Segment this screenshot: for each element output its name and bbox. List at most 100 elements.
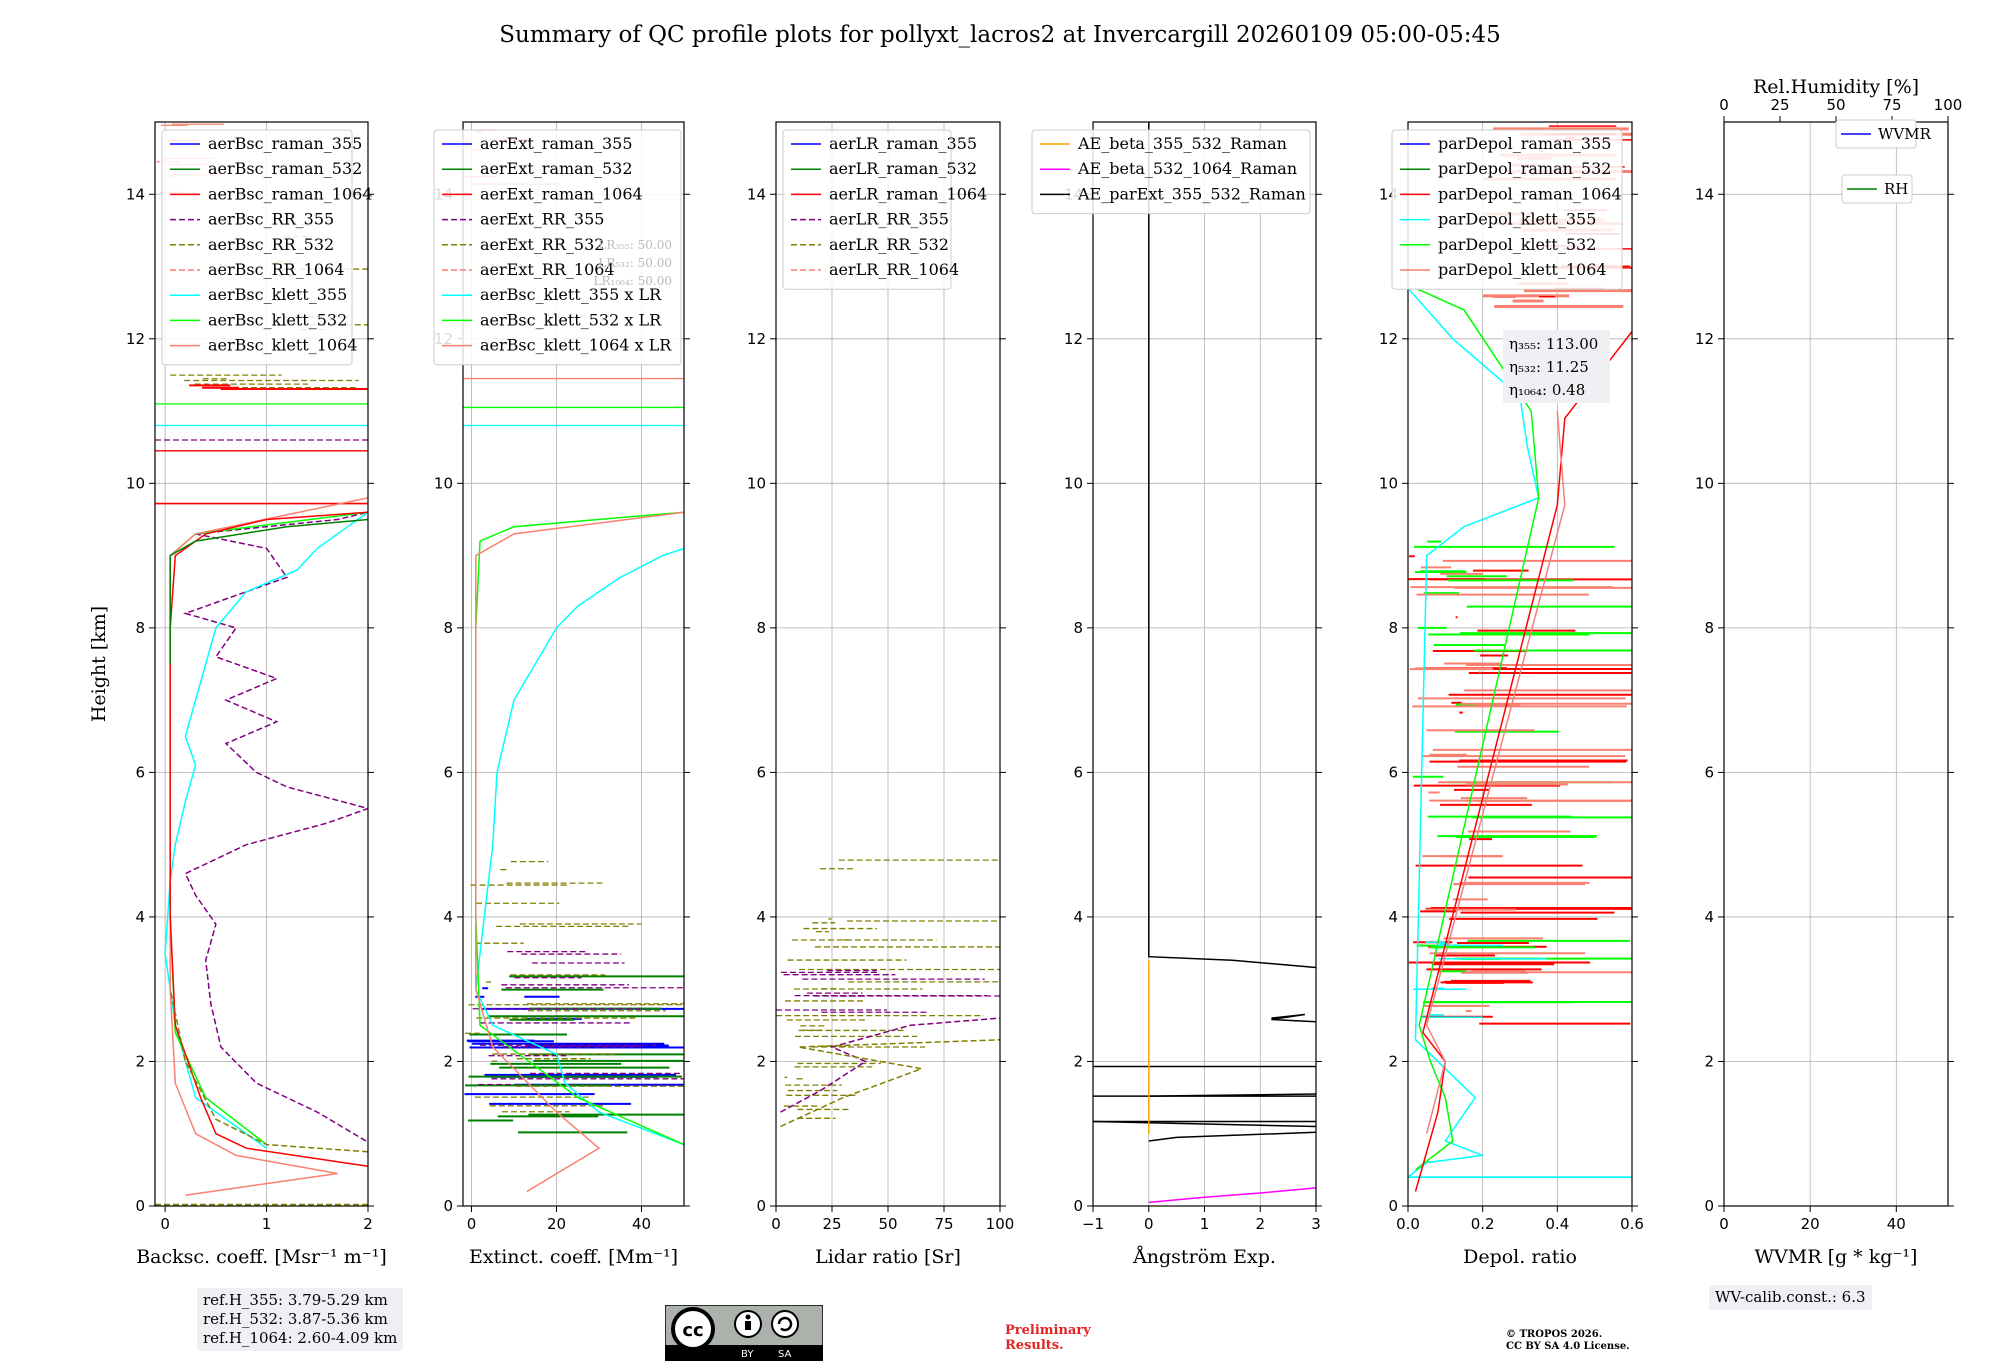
legend-label-aerLR_raman_532: aerLR_raman_532 — [829, 159, 977, 178]
tick-label-x-0: 0 — [160, 1215, 170, 1233]
tick-label-x-1: 25 — [822, 1215, 841, 1233]
series-parDepol_raman_1064 — [1414, 331, 1632, 1192]
legend-label-AE_beta_355_532_Raman: AE_beta_355_532_Raman — [1077, 134, 1287, 153]
ref-height-355: ref.H_355: 3.79-5.29 km — [203, 1291, 388, 1309]
lr-value-0: LR₃₅₅: 50.00 — [598, 238, 672, 252]
tick-label-x-0: 0 — [467, 1215, 477, 1233]
legend-ae: AE_beta_355_532_Raman AE_beta_532_1064_Ra… — [1031, 129, 1311, 215]
tick-label-y-0: 0 — [1388, 1197, 1398, 1215]
series-aerLR_RR_532 — [780, 1039, 1000, 1128]
axes-frame-bsc — [154, 121, 369, 1207]
eta-value-2: η₁₀₆₄: 0.48 — [1509, 381, 1585, 399]
tick-label-x-2: 40 — [632, 1215, 651, 1233]
tick-label-y-1: 2 — [756, 1052, 766, 1070]
x-axis-label-depol: Depol. ratio — [1463, 1246, 1577, 1268]
svg-text:BY: BY — [741, 1349, 754, 1360]
series-aerBsc_klett_532 — [169, 511, 368, 1146]
tick-label-y-3: 6 — [1704, 763, 1714, 781]
series-aerBsc_RR_532 — [169, 989, 368, 1153]
copyright-line-2: CC BY SA 4.0 License. — [1506, 1341, 1630, 1352]
tick-label-y-3: 6 — [443, 763, 453, 781]
legend-box — [433, 129, 682, 366]
legend-box — [1835, 119, 1917, 149]
tick-label-top-4: 100 — [1934, 96, 1963, 114]
series-AE_parExt_355_532_Raman — [1148, 122, 1316, 969]
legend-label-aerBsc_klett_532 x LR: aerBsc_klett_532 x LR — [480, 310, 662, 329]
tick-label-y-5: 10 — [434, 474, 453, 492]
legend-label-parDepol_raman_355: parDepol_raman_355 — [1438, 134, 1611, 153]
preliminary-line-2: Results. — [1005, 1338, 1064, 1353]
legend-label-aerBsc_raman_532: aerBsc_raman_532 — [208, 159, 362, 178]
series-parDepol_klett_355 — [1408, 287, 1632, 1178]
legend-label-AE_beta_532_1064_Raman: AE_beta_532_1064_Raman — [1077, 159, 1297, 178]
legend-label-aerExt_raman_532: aerExt_raman_532 — [480, 159, 633, 178]
tick-label-x-2: 2 — [363, 1215, 373, 1233]
tick-label-y-4: 8 — [756, 619, 766, 637]
series-parDepol_klett_1064 — [1425, 411, 1566, 1134]
tick-label-x-0: −1 — [1082, 1215, 1104, 1233]
series-aerBsc_RR_355 — [182, 511, 368, 1142]
spike — [1093, 1120, 1316, 1128]
x-axis-label-bsc: Backsc. coeff. [Msr⁻¹ m⁻¹] — [136, 1246, 387, 1268]
legend-label-parDepol_klett_1064: parDepol_klett_1064 — [1438, 260, 1607, 279]
plot-area-ext — [463, 129, 684, 1193]
legend-depol: parDepol_raman_355 parDepol_raman_532 parD… — [1391, 129, 1623, 290]
legend-label-AE_parExt_355_532_Raman: AE_parExt_355_532_Raman — [1077, 184, 1306, 203]
tick-label-y-5: 10 — [126, 474, 145, 492]
series-AE_beta_532_1064_Raman — [1148, 1187, 1316, 1204]
tick-label-y-1: 2 — [1073, 1052, 1083, 1070]
tick-label-y-4: 8 — [1073, 619, 1083, 637]
legend-label-aerBsc_klett_1064 x LR: aerBsc_klett_1064 x LR — [480, 336, 672, 355]
series-aerBsc_klett_355 — [164, 511, 368, 1149]
svg-text:cc: cc — [682, 1320, 703, 1341]
series-aerBsc_klett_1064 x LR — [475, 511, 684, 1193]
wv-calib-text: WV-calib.const.: 6.3 — [1715, 1288, 1866, 1306]
legend-label-aerBsc_klett_355 x LR: aerBsc_klett_355 x LR — [480, 285, 662, 304]
tick-label-y-2: 4 — [135, 908, 145, 926]
preliminary-note: Preliminary Results. — [1005, 1323, 1091, 1353]
tick-label-y-2: 4 — [1388, 908, 1398, 926]
tick-label-x-1: 0.2 — [1471, 1215, 1495, 1233]
tick-label-x-2: 0.4 — [1545, 1215, 1569, 1233]
tick-label-y-7: 14 — [126, 185, 145, 203]
x-axis-label-wv: WVMR [g * kg⁻¹] — [1755, 1246, 1918, 1268]
series-aerBsc_klett_1064 — [169, 497, 368, 1196]
legend-label-aerBsc_RR_532: aerBsc_RR_532 — [208, 235, 334, 254]
legend-box — [1031, 129, 1311, 215]
legend-label-parDepol_raman_532: parDepol_raman_532 — [1438, 159, 1611, 178]
plot-area-ae — [1093, 122, 1316, 1204]
legend-label-aerBsc_RR_355: aerBsc_RR_355 — [208, 210, 334, 229]
panel-wv: 0 20 40 0 2 4 6 8 10 12 14 WVMR [g * kg⁻¹] Rel.Humid… — [1695, 76, 1962, 1268]
axes-frame-lr — [775, 121, 1001, 1207]
legend-wv: WVMR RH — [1835, 119, 1932, 204]
figure-title: Summary of QC profile plots for pollyxt_… — [499, 22, 1501, 48]
tick-label-y-5: 10 — [1379, 474, 1398, 492]
tick-label-top-3: 75 — [1882, 96, 1901, 114]
legend-label-aerExt_raman_355: aerExt_raman_355 — [480, 134, 633, 153]
axes-frame-ae — [1092, 121, 1317, 1207]
tick-label-x-2: 50 — [878, 1215, 897, 1233]
tick-label-x-1: 1 — [262, 1215, 272, 1233]
lr-value-1: LR₅₃₂: 50.00 — [598, 256, 672, 270]
legend-label-aerExt_RR_1064: aerExt_RR_1064 — [480, 260, 615, 279]
tick-label-y-2: 4 — [1073, 908, 1083, 926]
series-aerBsc_raman_532 — [169, 518, 368, 664]
tick-label-y-0: 0 — [1704, 1197, 1714, 1215]
tick-label-y-3: 6 — [1388, 763, 1398, 781]
top-axis-label: Rel.Humidity [%] — [1753, 76, 1919, 98]
x-axis-label-lr: Lidar ratio [Sr] — [815, 1246, 961, 1268]
preliminary-line-1: Preliminary — [1005, 1323, 1091, 1338]
plot-area-bsc — [155, 123, 368, 1206]
tick-label-y-7: 14 — [1695, 185, 1714, 203]
tick-label-y-1: 2 — [1388, 1052, 1398, 1070]
tick-label-y-1: 2 — [135, 1052, 145, 1070]
tick-label-y-6: 12 — [1695, 330, 1714, 348]
tick-label-top-0: 0 — [1719, 96, 1729, 114]
axes-frame-wv — [1723, 121, 1949, 1207]
legend-label-WVMR: WVMR — [1878, 125, 1932, 143]
tick-label-y-1: 2 — [1704, 1052, 1714, 1070]
legend-box — [161, 129, 353, 366]
tick-label-top-2: 50 — [1826, 96, 1845, 114]
copyright-note: © TROPOS 2026. CC BY SA 4.0 License. — [1506, 1329, 1630, 1353]
